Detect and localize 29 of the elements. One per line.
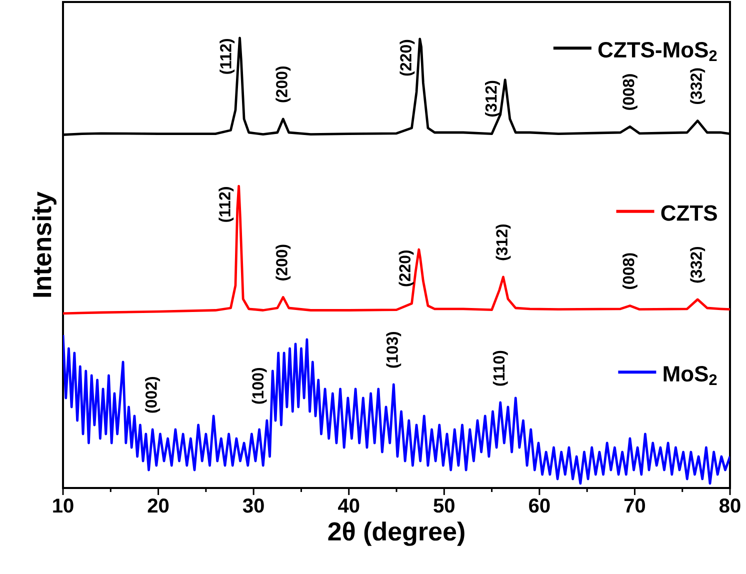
legend-label: CZTS-MoS$_{2}$ [598,42,717,61]
annotation: (100) [252,368,267,404]
annotation: (008) [622,253,638,289]
annotation: (332) [690,68,706,104]
annotation: (332) [690,246,706,283]
legend-label: CZTS [661,205,717,221]
x-tick-label: 80 [720,498,740,513]
annotation: (112) [218,187,234,222]
x-tick-label: 10 [53,498,74,513]
x-tick-label: 50 [434,498,454,513]
x-tick-label: 60 [529,498,550,513]
annotation: (220) [398,250,414,286]
annotation: (110) [492,350,508,386]
annotation: (200) [276,244,291,280]
x-tick-label: 30 [242,498,264,513]
annotation: (200) [276,66,291,102]
y-axis-title: Intensity [32,192,56,297]
annotation: (008) [622,74,638,110]
x-tick-label: 20 [148,498,169,513]
annotation: (312) [485,80,500,117]
x-axis-title: 2θ (degree) [328,522,464,546]
annotation: (220) [400,40,415,76]
x-tick-label: 70 [624,498,646,513]
annotation: (112) [220,39,235,74]
legend-label: MoS$_{2}$ [664,366,717,385]
annotation: (312) [496,224,511,260]
annotation: (103) [386,332,402,368]
annotation: (002) [145,377,160,413]
x-tick-label: 40 [338,498,360,513]
